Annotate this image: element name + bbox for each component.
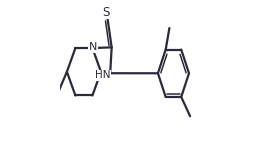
Text: S: S — [102, 6, 109, 19]
Text: HN: HN — [95, 70, 110, 81]
Text: N: N — [89, 42, 97, 52]
